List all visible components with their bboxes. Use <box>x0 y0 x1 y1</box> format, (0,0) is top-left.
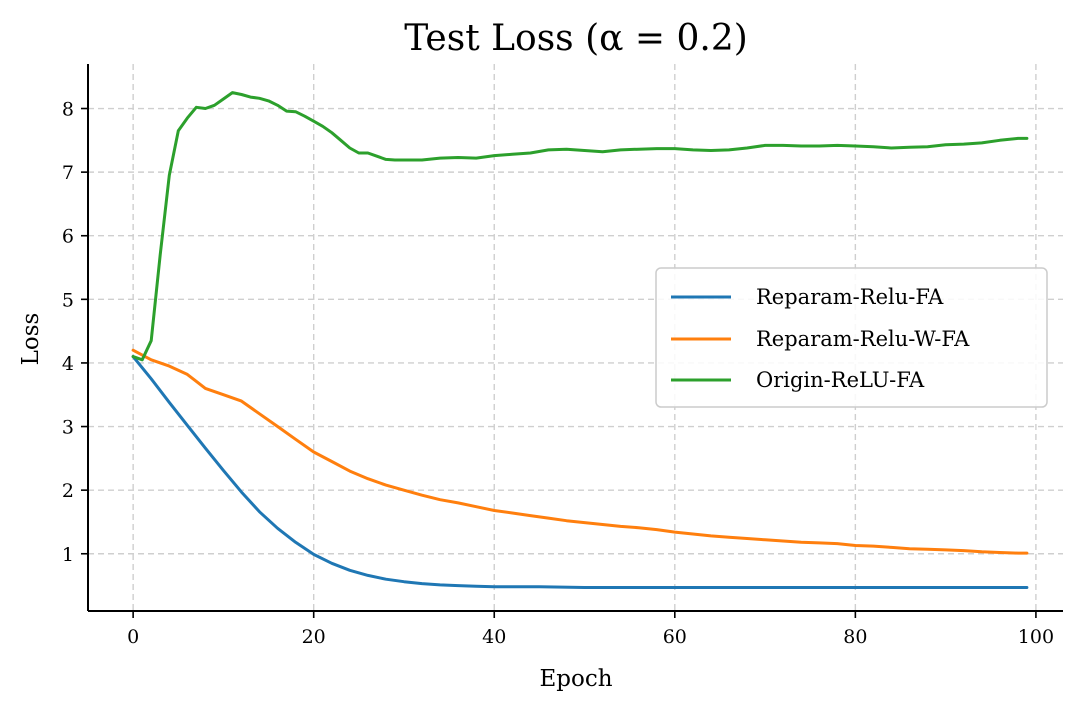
y-tick-label: 7 <box>62 162 74 184</box>
series-line-origin-relu-fa <box>131 91 1029 362</box>
legend-label-origin-relu-fa: Origin-ReLU-FA <box>756 368 925 392</box>
y-tick-label: 6 <box>62 226 74 248</box>
y-tick-label: 8 <box>62 99 74 121</box>
ticks: 0 20 40 60 80 100 1 2 3 4 5 6 7 8 <box>62 99 1054 648</box>
series-lines <box>131 91 1029 589</box>
series-line-reparam-relu-fa <box>131 355 1029 589</box>
x-tick-label: 60 <box>663 626 687 648</box>
legend: Reparam-Relu-FA Reparam-Relu-W-FA Origin… <box>655 267 1048 408</box>
x-tick-label: 20 <box>302 626 326 648</box>
legend-label-reparam-relu-fa: Reparam-Relu-FA <box>756 285 944 309</box>
x-tick-label: 80 <box>843 626 867 648</box>
x-axis-label: Epoch <box>539 666 612 692</box>
x-tick-label: 40 <box>482 626 506 648</box>
x-tick-label: 0 <box>127 626 139 648</box>
y-tick-label: 4 <box>62 353 74 375</box>
legend-label-reparam-relu-w-fa: Reparam-Relu-W-FA <box>756 327 970 351</box>
legend-frame <box>655 267 1048 408</box>
series-line-reparam-relu-w-fa <box>131 348 1029 555</box>
y-tick-label: 5 <box>62 289 74 311</box>
y-tick-label: 1 <box>62 544 74 566</box>
x-tick-label: 100 <box>1018 626 1054 648</box>
chart-title: Test Loss (α = 0.2) <box>404 18 748 59</box>
y-tick-label: 2 <box>62 480 74 502</box>
y-tick-label: 3 <box>62 417 74 439</box>
y-axis-label: Loss <box>18 313 44 366</box>
axes <box>87 64 1063 612</box>
